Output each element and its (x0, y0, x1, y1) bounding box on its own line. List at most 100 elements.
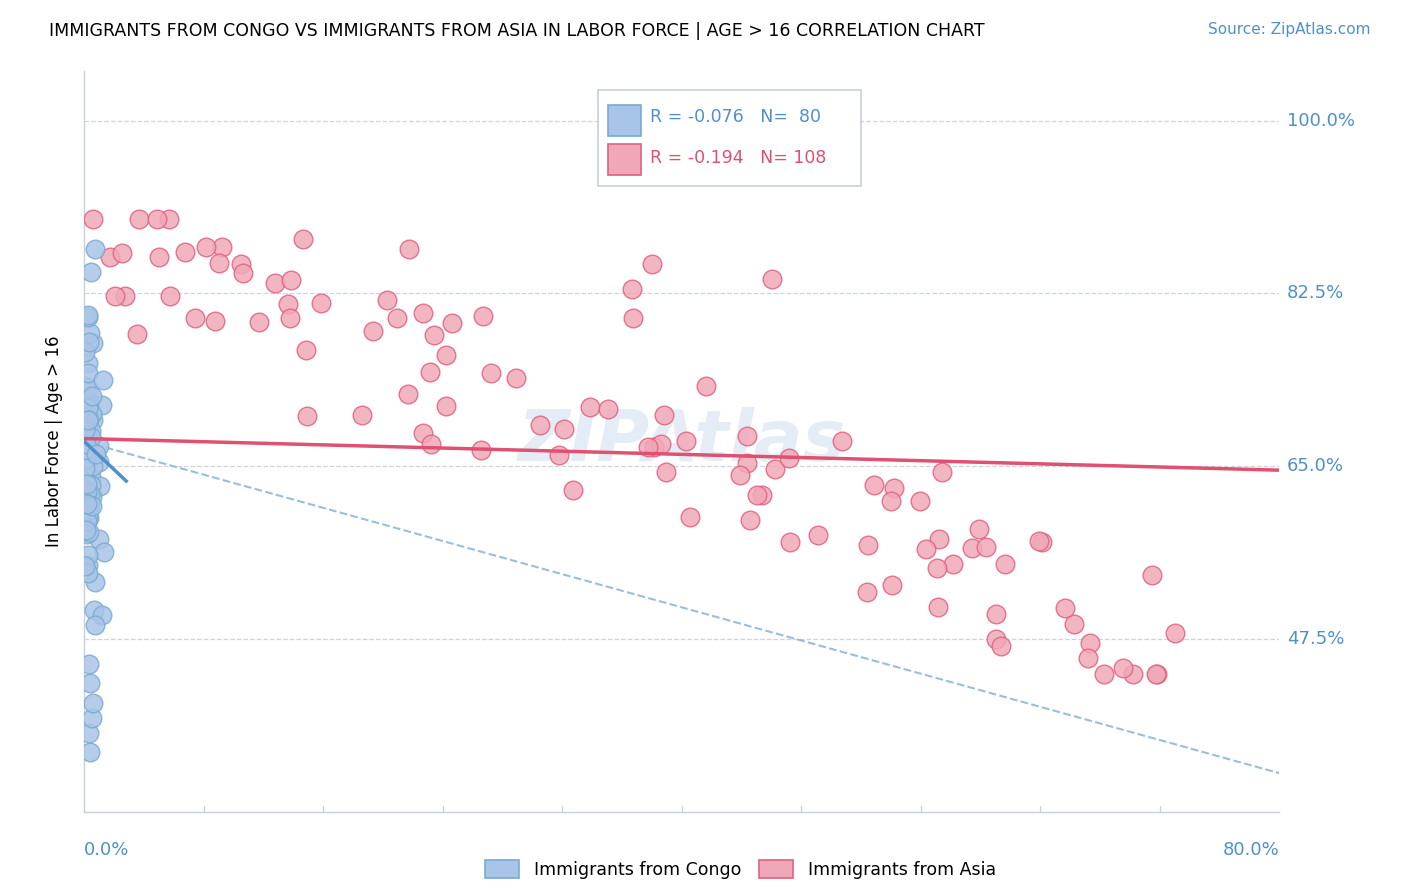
Point (994, 557, 1017, 571)
Point (93, 545, 115, 559)
Point (83, 242, 105, 256)
Point (82, 413, 104, 427)
Point (910, 494, 932, 508)
Point (75, 452, 97, 467)
Point (280, 273, 302, 287)
Text: 82.5%: 82.5% (1286, 285, 1344, 302)
FancyBboxPatch shape (607, 104, 641, 136)
Text: 47.5%: 47.5% (1286, 630, 1344, 648)
Point (76, 514, 98, 528)
Point (761, 271, 783, 285)
Point (441, 316, 464, 330)
Point (83, 603, 105, 617)
Point (84, 618, 107, 632)
Point (990, 639, 1012, 653)
Text: R = -0.076   N=  80: R = -0.076 N= 80 (650, 108, 821, 126)
Point (547, 448, 569, 462)
Point (111, 245, 134, 260)
Point (73, 345, 96, 359)
Point (104, 289, 127, 303)
Point (385, 310, 408, 325)
Point (128, 212, 150, 227)
Point (652, 408, 675, 422)
Point (637, 440, 659, 454)
Point (77, 366, 100, 380)
Point (146, 212, 169, 227)
Text: IMMIGRANTS FROM CONGO VS IMMIGRANTS FROM ASIA IN LABOR FORCE | AGE > 16 CORRELAT: IMMIGRANTS FROM CONGO VS IMMIGRANTS FROM… (49, 22, 984, 40)
Point (984, 632, 1007, 646)
Point (82, 335, 104, 350)
Point (82, 499, 104, 513)
Point (264, 276, 287, 290)
Point (77, 412, 100, 426)
Point (883, 481, 905, 495)
Point (76, 498, 98, 512)
Point (297, 409, 319, 423)
Point (779, 534, 801, 549)
Point (927, 561, 949, 575)
Point (75, 409, 97, 423)
Point (277, 297, 299, 311)
Point (82, 696, 104, 710)
Point (76, 484, 98, 499)
Point (420, 436, 443, 450)
Point (84, 575, 107, 590)
Point (675, 434, 697, 449)
Point (561, 483, 583, 497)
Point (77, 397, 100, 411)
Point (621, 311, 644, 326)
Point (434, 399, 457, 413)
Point (82, 490, 104, 504)
Point (747, 488, 769, 502)
Point (84, 447, 107, 461)
Point (960, 541, 983, 556)
Point (292, 232, 315, 246)
Point (1078, 636, 1101, 650)
Point (77, 494, 100, 508)
Point (76, 429, 98, 443)
Point (195, 240, 218, 254)
Point (375, 293, 398, 307)
Point (596, 401, 619, 416)
Point (91, 373, 114, 387)
Point (751, 488, 773, 502)
Point (174, 245, 197, 260)
Point (211, 240, 233, 254)
Point (73, 506, 96, 520)
Point (77, 725, 100, 739)
Point (295, 343, 318, 358)
Point (73, 443, 96, 458)
Text: R = -0.194   N= 108: R = -0.194 N= 108 (650, 149, 825, 167)
Point (807, 528, 830, 542)
Point (915, 541, 938, 556)
Point (76, 421, 98, 435)
Point (529, 418, 551, 433)
Point (77, 511, 100, 525)
Point (579, 400, 602, 414)
Point (735, 429, 758, 443)
Point (148, 250, 170, 264)
Point (1122, 666, 1144, 681)
Point (159, 288, 181, 302)
Point (114, 288, 136, 302)
FancyBboxPatch shape (599, 90, 862, 186)
Point (247, 315, 270, 329)
Point (89, 479, 111, 493)
Point (77, 566, 100, 581)
Point (98, 250, 121, 264)
Point (208, 256, 231, 270)
Point (231, 257, 253, 271)
Point (931, 465, 953, 479)
Point (855, 584, 877, 599)
Text: 80.0%: 80.0% (1223, 841, 1279, 859)
Point (80, 711, 103, 725)
Point (82, 212, 104, 227)
Point (87, 532, 110, 546)
Point (862, 477, 884, 491)
Point (184, 310, 207, 325)
Point (77, 310, 100, 325)
Point (76, 401, 98, 415)
Point (91, 398, 114, 412)
Point (1140, 567, 1163, 582)
Point (76, 558, 98, 572)
